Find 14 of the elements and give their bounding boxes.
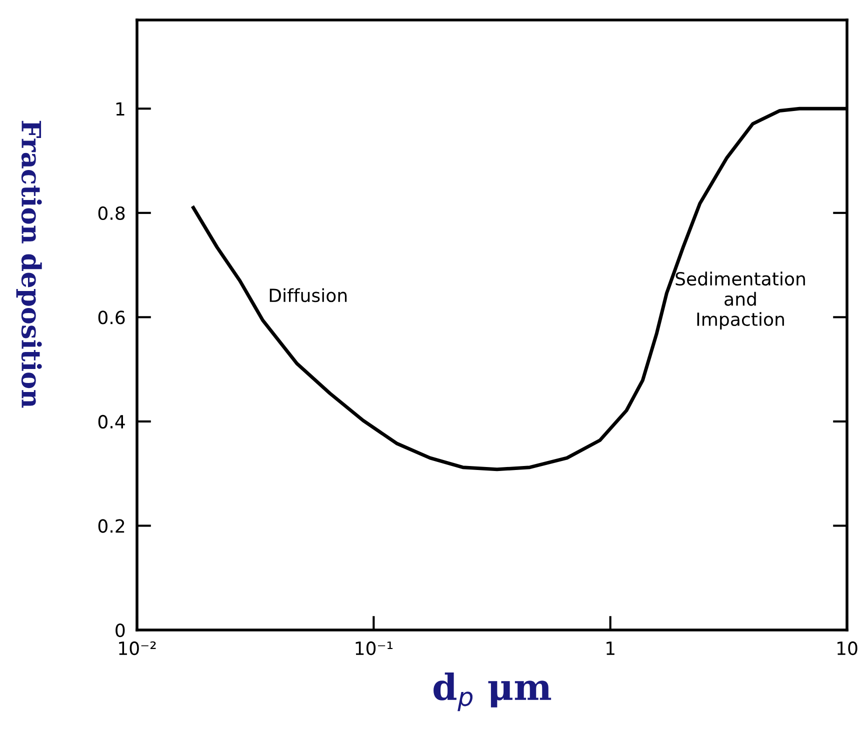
x-tick-label: 10⁻² (119, 641, 156, 656)
x-tick-label: 10 (837, 641, 858, 656)
x-tick-label: 1 (606, 642, 614, 655)
y-tick-label: 0.2 (98, 519, 124, 533)
y-tick-label: 0.4 (98, 414, 125, 429)
y-axis-title: Fraction deposition (16, 120, 42, 408)
x-tick-label: 10⁻¹ (356, 641, 393, 656)
y-tick-label: 0.8 (98, 206, 125, 220)
annotation: Diffusion (270, 288, 347, 302)
y-tick-label: 0 (116, 623, 125, 638)
x-axis-title: d$_{p}$ μm (434, 672, 552, 712)
annotation: Sedimentation and Impaction (676, 272, 805, 330)
y-tick-label: 0.6 (98, 310, 125, 324)
y-tick-label: 1 (116, 102, 124, 116)
